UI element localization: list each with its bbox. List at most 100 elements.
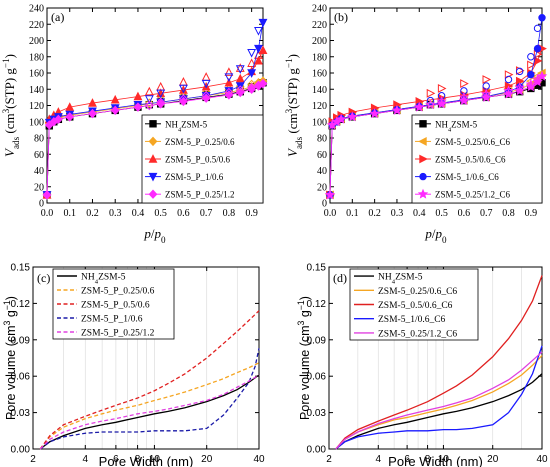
- y-tick-label: 220: [312, 20, 327, 31]
- chart-panel-4: 0.00 0.03 0.06 0.09 0.12 0.15 2 4 6 8 10 20 40 Pore W…: [296, 263, 548, 467]
- legend-label: ZSM-5_P_0.25/0.6: [81, 287, 155, 297]
- chart-panel-2: 0 20 40 60 80 100 120 140 160 180 200 220 240 0.0 0.1 0…: [284, 4, 548, 245]
- x-tick-label: 0.0: [324, 208, 337, 219]
- x-tick-label: 0.0: [41, 208, 54, 219]
- legend-marker: [419, 172, 427, 181]
- x-tick-label: 6: [113, 454, 119, 465]
- data-point: [258, 45, 268, 54]
- legend-entry: ZSM-5_0.25/0.6_C6: [354, 287, 457, 297]
- x-tick-label: 40: [536, 454, 548, 465]
- data-point: [156, 99, 166, 109]
- series-line: [335, 351, 543, 450]
- legend-entry: ZSM-5_P_0.25/1.2: [57, 329, 155, 339]
- y-axis-label: Vads (cm3(STP) g−1): [1, 54, 21, 157]
- data-point: [88, 98, 97, 107]
- chart-panel-3: 0.00 0.03 0.06 0.09 0.12 0.15 2 4 6 8 10 20 40 Pore W…: [2, 263, 265, 467]
- plot-frame: [32, 266, 260, 450]
- x-tick-label: 10: [149, 454, 161, 465]
- y-tick-label: 0.09: [11, 335, 31, 346]
- legend-label: NH4ZSM-5: [378, 273, 423, 286]
- legend-marker: [419, 120, 427, 128]
- y-tick-label: 80: [34, 134, 44, 145]
- y-tick-label: 0.15: [307, 263, 327, 274]
- data-point: [110, 105, 120, 116]
- y-tick-label: 0.15: [11, 263, 31, 274]
- legend-label: ZSM-5_P_1/0.6: [81, 315, 143, 325]
- data-point-desorption: [533, 24, 542, 33]
- y-tick-label: 100: [29, 117, 44, 128]
- y-tick-label: 0.12: [11, 299, 31, 310]
- y-tick-label: 0.09: [307, 335, 327, 346]
- x-tick-label: 0.1: [63, 208, 76, 219]
- series-5: [42, 78, 268, 200]
- panel-label-bg: [35, 271, 53, 285]
- y-tick-label: 0.03: [307, 408, 327, 419]
- x-tick-label: 10: [438, 454, 450, 465]
- data-point: [133, 102, 143, 112]
- x-tick-label: 0.1: [346, 208, 359, 219]
- data-point: [110, 94, 120, 104]
- x-tick-label: 0.9: [525, 208, 538, 219]
- x-tick-label: 0.7: [200, 208, 213, 219]
- legend-label: ZSM-5_P_0.25/1.2: [81, 329, 155, 339]
- legend-entry: NH4ZSM-5: [57, 273, 126, 285]
- data-point-desorption: [525, 78, 537, 89]
- legend-label: ZSM-5_0.5/0.6_C6: [378, 301, 453, 311]
- legend-label: NH4ZSM-5: [165, 119, 208, 133]
- legend-label: ZSM-5_1/0.6_C6: [435, 172, 499, 182]
- data-point-desorption: [515, 67, 524, 76]
- data-point: [247, 69, 257, 78]
- legend-marker: [148, 136, 158, 147]
- data-point-desorption: [426, 96, 435, 105]
- data-point-desorption: [201, 91, 211, 101]
- legend-entry: NH4ZSM-5: [145, 119, 208, 133]
- legend-marker: [418, 136, 427, 146]
- series-4: [39, 348, 260, 450]
- data-point: [235, 73, 245, 83]
- plot-frame: [328, 266, 543, 450]
- x-tick-label: 0.7: [480, 208, 493, 219]
- x-tick-label: 4: [376, 454, 382, 465]
- legend-entry: ZSM-5_0.5/0.6_C6: [415, 155, 506, 165]
- data-point: [324, 189, 336, 200]
- y-tick-label: 20: [34, 182, 44, 193]
- data-point-desorption: [201, 79, 211, 89]
- x-tick-label: 0.5: [435, 208, 448, 219]
- data-point-desorption: [436, 95, 447, 106]
- data-point-desorption: [247, 82, 257, 93]
- series-1: [39, 374, 260, 450]
- legend-entry: NH4ZSM-5: [354, 273, 423, 286]
- x-tick-label: 40: [253, 454, 265, 465]
- x-tick-label: 0.6: [458, 208, 471, 219]
- data-point: [88, 108, 97, 119]
- series-line: [39, 374, 260, 450]
- series-5: [335, 351, 543, 450]
- y-tick-label: 200: [312, 36, 327, 47]
- series-1: [335, 373, 543, 450]
- data-point-desorption: [224, 67, 234, 76]
- series-5: [39, 374, 260, 450]
- legend: NH4ZSM-5 ZSM-5_P_0.25/0.6 ZSM-5_P_0.5/0.6 Z…: [141, 114, 264, 204]
- series-5: [324, 70, 548, 200]
- legend-entry: ZSM-5_P_1/0.6: [57, 315, 143, 325]
- series-line: [39, 310, 260, 450]
- legend-label: ZSM-5_0.25/1.2_C6: [435, 190, 511, 200]
- data-point-desorption: [482, 82, 490, 90]
- legend-marker: [417, 188, 429, 199]
- panel-label: (d): [333, 271, 347, 285]
- legend-entry: ZSM-5_P_0.25/0.6: [57, 287, 155, 297]
- data-point: [65, 102, 75, 111]
- legend-label: NH4ZSM-5: [435, 119, 478, 133]
- legend-entry: ZSM-5_0.5/0.6_C6: [354, 301, 453, 311]
- data-point-desorption: [527, 60, 536, 70]
- x-tick-label: 0.6: [177, 208, 190, 219]
- legend-entry: ZSM-5_P_1/0.6: [145, 172, 224, 182]
- x-tick-label: 0.3: [391, 208, 404, 219]
- legend-label: ZSM-5_P_0.25/1.2: [165, 190, 235, 200]
- data-point-desorption: [503, 85, 514, 96]
- legend-entry: ZSM-5_P_0.25/1.2: [145, 189, 235, 200]
- y-axis-label: Pore volume (cm3 g−1): [2, 296, 18, 420]
- data-point-desorption: [247, 58, 257, 67]
- x-tick-label: 2: [30, 454, 36, 465]
- x-tick-label: 0.8: [502, 208, 515, 219]
